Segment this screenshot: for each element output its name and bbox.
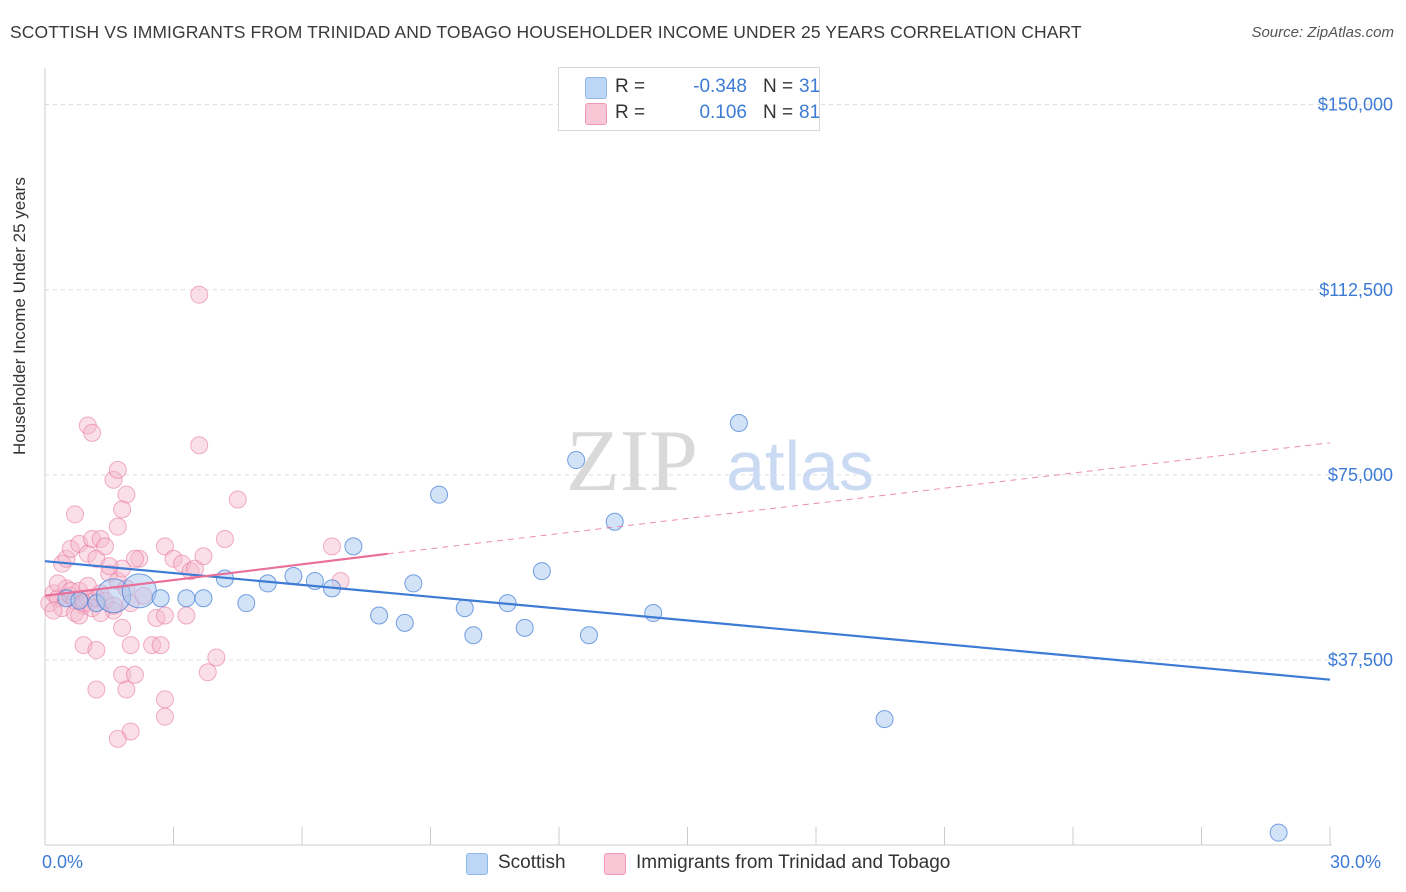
x-tick-right: 30.0%: [1330, 852, 1382, 872]
trinidad-point: [207, 648, 226, 667]
n-value: 81: [799, 102, 821, 123]
trinidad-point: [87, 680, 106, 699]
y-tick-label: $75,000: [1328, 465, 1393, 485]
scottish-point: [404, 574, 423, 593]
trinidad-point: [108, 517, 127, 536]
scottish-point: [70, 591, 89, 610]
scottish-trend-line: [44, 560, 1331, 681]
trinidad-swatch: [585, 103, 607, 125]
scottish-point: [121, 573, 157, 609]
trinidad-point: [155, 707, 174, 726]
scottish-swatch: [585, 77, 607, 99]
scottish-point: [455, 599, 474, 618]
trinidad-point: [164, 549, 183, 568]
trinidad-point: [113, 618, 132, 637]
scottish-point: [194, 589, 213, 608]
r-value: -0.348: [693, 76, 747, 97]
n-label: N =: [763, 102, 794, 123]
trinidad-point: [155, 690, 174, 709]
scottish-legend-label: Scottish: [498, 852, 566, 873]
scottish-legend-swatch: [466, 853, 488, 875]
trinidad-point: [194, 547, 213, 566]
trinidad-point: [104, 470, 123, 489]
trinidad-point: [177, 606, 196, 625]
y-axis-label: Householder Income Under 25 years: [10, 177, 29, 455]
y-tick-label: $112,500: [1319, 280, 1393, 300]
trinidad-point: [322, 537, 341, 556]
trinidad-point: [83, 423, 102, 442]
trinidad-point: [130, 549, 149, 568]
trinidad-points: [40, 285, 350, 748]
scottish-point: [370, 606, 389, 625]
trinidad-point: [155, 606, 174, 625]
r-value: 0.106: [699, 102, 747, 123]
trinidad-point: [113, 500, 132, 519]
scottish-point: [430, 485, 449, 504]
trinidad-point: [125, 549, 144, 568]
scottish-point: [875, 710, 894, 729]
trend-lines: [44, 442, 1331, 681]
trinidad-point: [198, 663, 217, 682]
trinidad-point: [228, 490, 247, 509]
source-label: Source: ZipAtlas.com: [1251, 24, 1394, 41]
axes: [44, 68, 1332, 846]
scottish-point: [567, 451, 586, 470]
chart-title: SCOTTISH VS IMMIGRANTS FROM TRINIDAD AND…: [10, 22, 1082, 42]
scottish-point: [515, 618, 534, 637]
trinidad-point: [44, 601, 63, 620]
trinidad-point: [125, 665, 144, 684]
scottish-point: [1269, 823, 1288, 842]
trinidad-point: [65, 505, 84, 524]
trinidad-point: [117, 680, 136, 699]
y-tick-label: $37,500: [1328, 650, 1393, 670]
trinidad-trend-extension: [387, 442, 1331, 555]
scottish-point: [395, 613, 414, 632]
scottish-point: [151, 589, 170, 608]
trinidad-legend-swatch: [604, 853, 626, 875]
watermark-zip: ZIP: [566, 413, 698, 510]
grid-lines: [45, 104, 1392, 661]
trinidad-point: [121, 636, 140, 655]
trinidad-point: [117, 485, 136, 504]
r-label: R =: [615, 102, 646, 123]
scottish-point: [532, 562, 551, 581]
watermark-atlas: atlas: [726, 427, 874, 505]
y-tick-label: $150,000: [1318, 95, 1393, 115]
scottish-point: [605, 512, 624, 531]
r-label: R =: [615, 76, 646, 97]
trinidad-point: [95, 537, 114, 556]
trinidad-point: [190, 285, 209, 304]
scottish-point: [237, 594, 256, 613]
trinidad-point: [151, 636, 170, 655]
scottish-point: [344, 537, 363, 556]
trinidad-point: [78, 544, 97, 563]
scottish-point: [644, 604, 663, 623]
trinidad-point: [108, 729, 127, 748]
trinidad-point: [215, 530, 234, 548]
trinidad-trend-line: [44, 552, 388, 597]
scottish-point: [464, 626, 483, 645]
trinidad-point: [113, 665, 132, 684]
scottish-point: [729, 414, 748, 433]
y-tick-labels: $37,500 $75,000 $112,500 $150,000: [1318, 95, 1393, 670]
scottish-point: [579, 626, 598, 645]
x-tick-left: 0.0%: [42, 852, 84, 872]
trinidad-point: [155, 537, 174, 556]
n-label: N =: [763, 76, 794, 97]
watermark: ZIP atlas: [566, 413, 874, 510]
trinidad-point: [190, 436, 209, 455]
trinidad-legend-label: Immigrants from Trinidad and Tobago: [636, 852, 951, 873]
correlation-legend: R = -0.348 N = 31 R = 0.106 N = 81: [558, 67, 820, 131]
n-value: 31: [799, 76, 821, 97]
scottish-point: [258, 574, 277, 593]
trinidad-point: [87, 641, 106, 660]
scottish-point: [284, 567, 303, 586]
scottish-point: [177, 589, 196, 608]
trinidad-point: [108, 460, 127, 479]
trinidad-point: [61, 539, 80, 558]
